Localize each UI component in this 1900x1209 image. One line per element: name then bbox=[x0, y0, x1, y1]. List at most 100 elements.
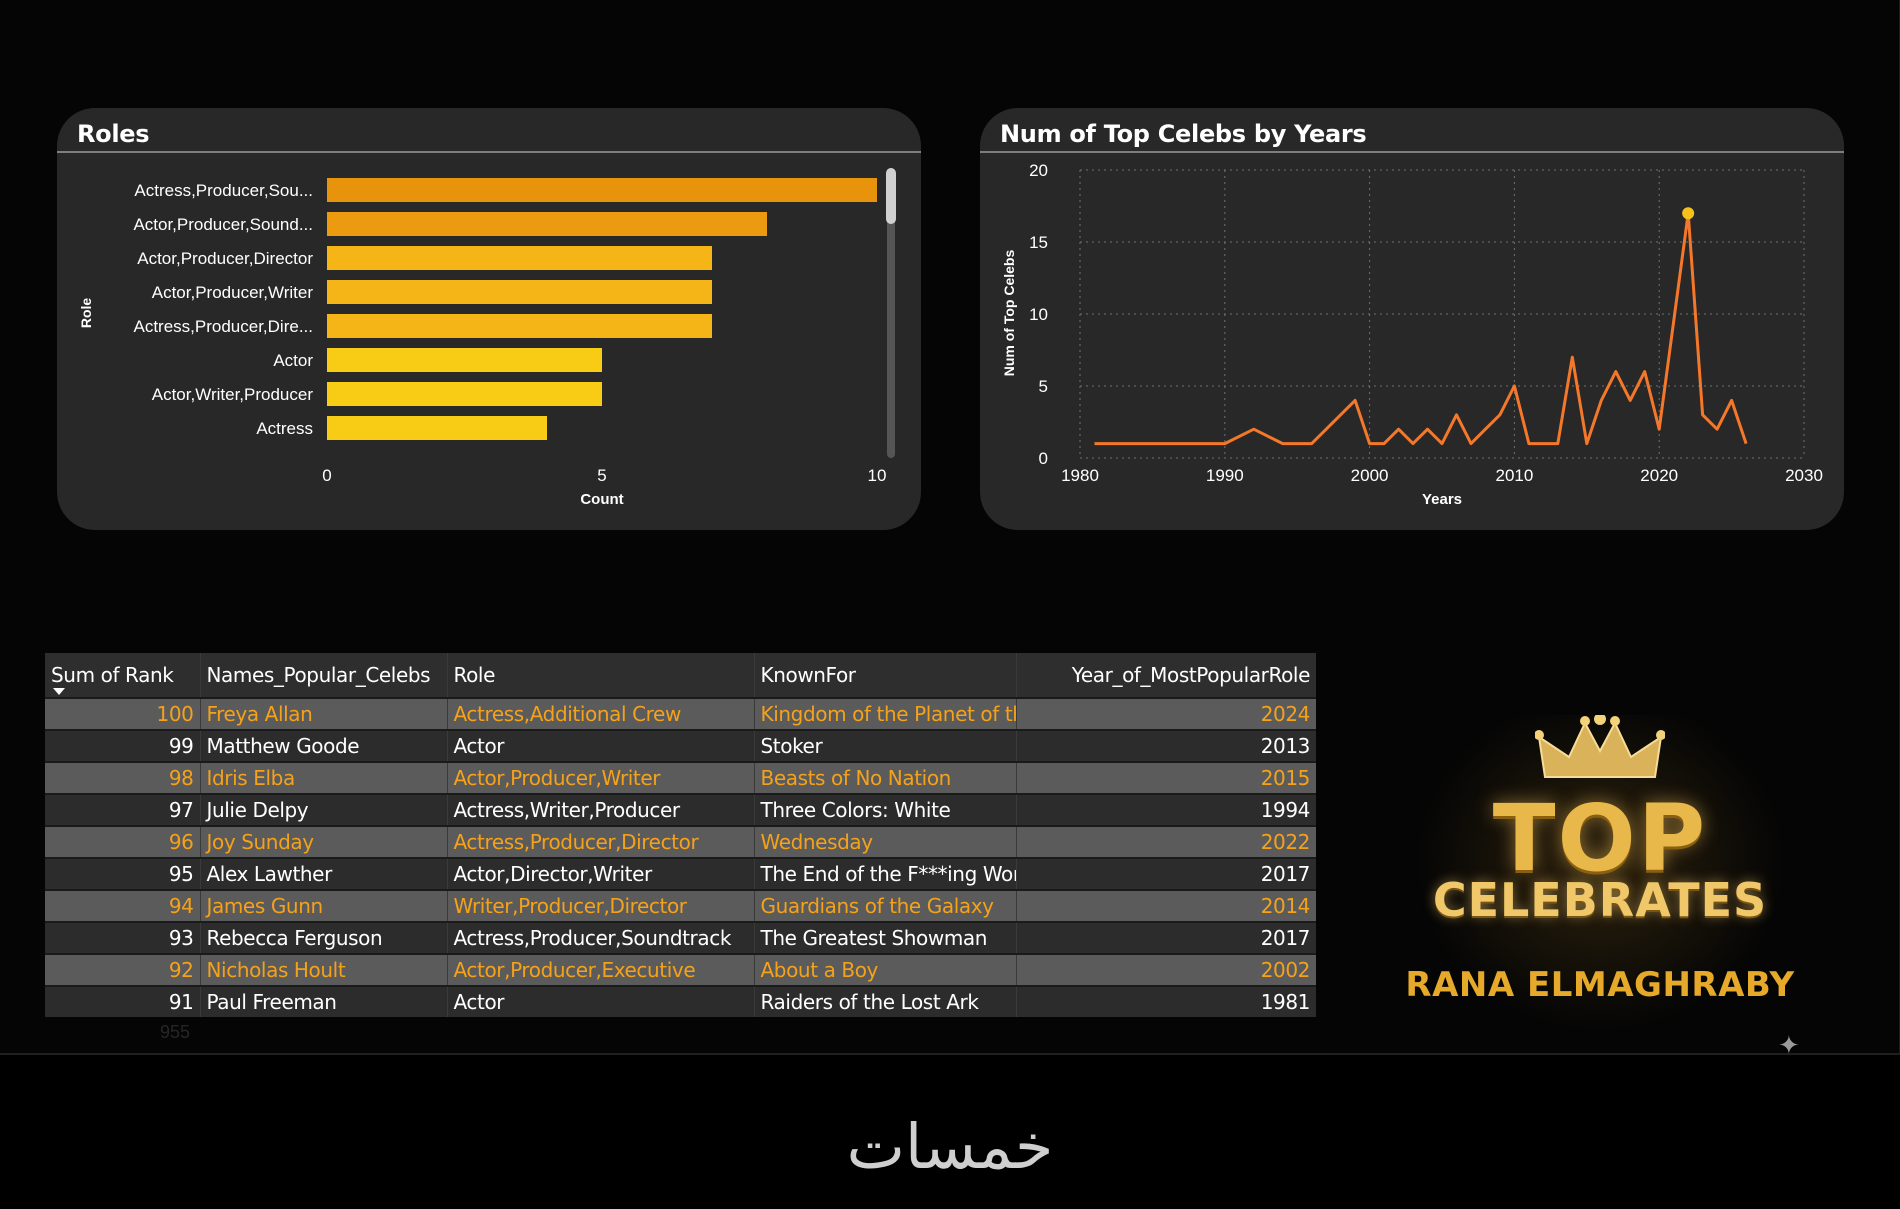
data-point-3[interactable] bbox=[1280, 441, 1286, 447]
bar-2[interactable] bbox=[327, 246, 712, 270]
sort-descending-icon[interactable] bbox=[53, 688, 65, 695]
x-tick-2: 10 bbox=[868, 466, 887, 485]
y-axis-label: Role bbox=[78, 298, 94, 329]
header-names[interactable]: Names_Popular_Celebs bbox=[199, 653, 447, 698]
data-point-28[interactable] bbox=[1700, 412, 1706, 418]
data-point-5[interactable] bbox=[1352, 397, 1358, 403]
data-point-25[interactable] bbox=[1642, 369, 1648, 375]
data-point-14[interactable] bbox=[1482, 426, 1488, 432]
cell-knownfor: Stoker bbox=[753, 729, 1016, 762]
data-point-15[interactable] bbox=[1497, 412, 1503, 418]
cell-name: Julie Delpy bbox=[199, 793, 447, 826]
data-point-2[interactable] bbox=[1251, 426, 1257, 432]
roles-chart-title: Roles bbox=[77, 120, 150, 148]
cell-rank: 95 bbox=[45, 857, 200, 890]
cell-rank: 94 bbox=[45, 889, 200, 922]
header-role[interactable]: Role bbox=[446, 653, 754, 698]
logo-title-top: TOP bbox=[1492, 785, 1708, 892]
header-sum-of-rank[interactable]: Sum of Rank bbox=[45, 653, 200, 698]
cell-role: Actor,Director,Writer bbox=[446, 857, 754, 890]
celebs-table[interactable]: Sum of Rank Names_Popular_Celebs Role Kn… bbox=[45, 653, 1316, 1017]
cell-year: 2024 bbox=[1015, 697, 1316, 730]
data-point-20[interactable] bbox=[1569, 354, 1575, 360]
cell-knownfor: Three Colors: White bbox=[753, 793, 1016, 826]
table-row[interactable]: 96 Joy Sunday Actress,Producer,Director Wed… bbox=[45, 825, 1316, 858]
table-row[interactable]: 97 Julie Delpy Actress,Writer,Producer Thre… bbox=[45, 793, 1316, 826]
data-point-16[interactable] bbox=[1511, 383, 1517, 389]
cell-year: 2022 bbox=[1015, 825, 1316, 858]
x-tick-0: 0 bbox=[322, 466, 331, 485]
data-point-10[interactable] bbox=[1425, 426, 1431, 432]
data-point-0[interactable] bbox=[1091, 441, 1097, 447]
data-point-12[interactable] bbox=[1453, 412, 1459, 418]
cell-name: Alex Lawther bbox=[199, 857, 447, 890]
series-line[interactable] bbox=[1094, 211, 1748, 446]
y-axis-label: Num of Top Celebs bbox=[1001, 250, 1017, 377]
y-tick-0: 0 bbox=[1039, 449, 1048, 468]
table-row[interactable]: 92 Nicholas Hoult Actor,Producer,Executive… bbox=[45, 953, 1316, 986]
roles-chart-card[interactable]: Roles Actress,Producer,Sou... Actor,Produ… bbox=[57, 108, 921, 530]
years-chart-card[interactable]: Num of Top Celebs by Years 1980 1990 2000 2… bbox=[980, 108, 1844, 530]
table-row[interactable]: 99 Matthew Goode Actor Stoker 2013 bbox=[45, 729, 1316, 762]
cell-knownfor: Guardians of the Galaxy bbox=[753, 889, 1016, 922]
header-year[interactable]: Year_of_MostPopularRole bbox=[1015, 653, 1316, 698]
bar-5[interactable] bbox=[327, 348, 602, 372]
table-row[interactable]: 91 Paul Freeman Actor Raiders of the Lost A… bbox=[45, 985, 1316, 1017]
data-point-24[interactable] bbox=[1627, 397, 1633, 403]
cell-name: Paul Freeman bbox=[199, 985, 447, 1017]
cell-rank: 91 bbox=[45, 985, 200, 1017]
table-row[interactable]: 100 Freya Allan Actress,Additional Crew Kin… bbox=[45, 697, 1316, 730]
years-chart-title: Num of Top Celebs by Years bbox=[1000, 120, 1367, 148]
data-point-17[interactable] bbox=[1526, 441, 1532, 447]
cell-role: Actor bbox=[446, 985, 754, 1017]
data-point-11[interactable] bbox=[1439, 441, 1445, 447]
cell-year: 2013 bbox=[1015, 729, 1316, 762]
data-point-1[interactable] bbox=[1222, 441, 1228, 447]
scrollbar-track[interactable] bbox=[887, 168, 895, 458]
data-point-26[interactable] bbox=[1656, 426, 1662, 432]
data-point-8[interactable] bbox=[1396, 426, 1402, 432]
data-point-13[interactable] bbox=[1468, 441, 1474, 447]
cell-name: Rebecca Ferguson bbox=[199, 921, 447, 954]
scrollbar-thumb[interactable] bbox=[886, 168, 896, 224]
cell-rank: 93 bbox=[45, 921, 200, 954]
data-point-9[interactable] bbox=[1410, 441, 1416, 447]
cell-role: Actor,Producer,Executive bbox=[446, 953, 754, 986]
top-celebrates-logo: TOP CELEBRATES RANA ELMAGHRABY bbox=[1400, 715, 1800, 1045]
cell-role: Writer,Producer,Director bbox=[446, 889, 754, 922]
highlight-point[interactable] bbox=[1682, 207, 1695, 220]
cell-knownfor: About a Boy bbox=[753, 953, 1016, 986]
y-tick-2: 10 bbox=[1029, 305, 1048, 324]
bar-label-3: Actor,Producer,Writer bbox=[152, 283, 314, 302]
data-point-31[interactable] bbox=[1743, 441, 1749, 447]
roles-bar-chart: Actress,Producer,Sou... Actor,Producer,So… bbox=[57, 151, 921, 508]
bar-4[interactable] bbox=[327, 314, 712, 338]
table-row[interactable]: 93 Rebecca Ferguson Actress,Producer,Sound… bbox=[45, 921, 1316, 954]
data-point-7[interactable] bbox=[1381, 441, 1387, 447]
data-point-30[interactable] bbox=[1729, 397, 1735, 403]
cell-name: Idris Elba bbox=[199, 761, 447, 794]
table-row[interactable]: 95 Alex Lawther Actor,Director,Writer The E… bbox=[45, 857, 1316, 890]
cell-role: Actor,Producer,Writer bbox=[446, 761, 754, 794]
bar-1[interactable] bbox=[327, 212, 767, 236]
data-point-18[interactable] bbox=[1540, 441, 1546, 447]
bar-7[interactable] bbox=[327, 416, 547, 440]
header-knownfor[interactable]: KnownFor bbox=[753, 653, 1016, 698]
cell-role: Actress,Writer,Producer bbox=[446, 793, 754, 826]
bar-0[interactable] bbox=[327, 178, 877, 202]
bar-3[interactable] bbox=[327, 280, 712, 304]
cell-name: Freya Allan bbox=[199, 697, 447, 730]
data-point-4[interactable] bbox=[1309, 441, 1315, 447]
logo-title-celebrates: CELEBRATES bbox=[1432, 873, 1768, 927]
sparkle-icon: ✦ bbox=[1778, 1030, 1800, 1060]
table-row[interactable]: 94 James Gunn Writer,Producer,Director Guar… bbox=[45, 889, 1316, 922]
data-point-29[interactable] bbox=[1714, 426, 1720, 432]
bar-6[interactable] bbox=[327, 382, 602, 406]
data-point-23[interactable] bbox=[1613, 369, 1619, 375]
table-row[interactable]: 98 Idris Elba Actor,Producer,Writer Beasts … bbox=[45, 761, 1316, 794]
table-total: 955 bbox=[159, 1022, 190, 1042]
data-point-21[interactable] bbox=[1584, 441, 1590, 447]
data-point-22[interactable] bbox=[1598, 397, 1604, 403]
data-point-19[interactable] bbox=[1555, 441, 1561, 447]
data-point-6[interactable] bbox=[1367, 441, 1373, 447]
